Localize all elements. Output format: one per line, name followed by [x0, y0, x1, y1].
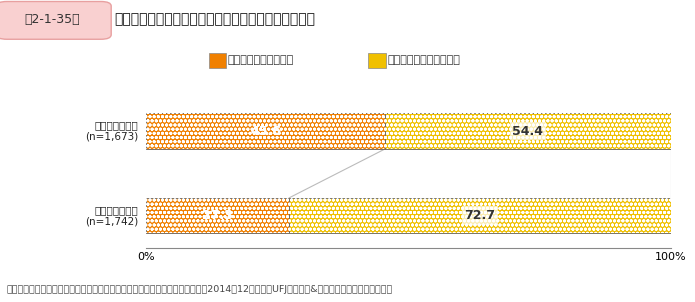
Bar: [289, 198, 671, 233]
Text: 既存の市場開拓
(n=1,673): 既存の市場開拓 (n=1,673): [85, 120, 138, 142]
Bar: [146, 198, 289, 233]
Text: 45.6: 45.6: [250, 125, 281, 138]
Bar: [385, 113, 671, 149]
Text: 45.6: 45.6: [250, 125, 281, 138]
Text: 対応可能な人材がいない: 対応可能な人材がいない: [388, 55, 461, 66]
Bar: [289, 198, 671, 233]
Text: 27.3: 27.3: [202, 209, 233, 222]
Bar: [146, 198, 289, 233]
Bar: [146, 113, 385, 149]
Text: 54.4: 54.4: [512, 125, 543, 138]
Bar: [385, 113, 671, 149]
Text: 開拓する市場別に見た市場調査に対応できる人材状況: 開拓する市場別に見た市場調査に対応できる人材状況: [115, 13, 316, 27]
Text: 対応可能な人材がいる: 対応可能な人材がいる: [228, 55, 294, 66]
Text: 新規の市場開拓
(n=1,742): 新規の市場開拓 (n=1,742): [85, 205, 138, 226]
Text: 27.3: 27.3: [202, 209, 233, 222]
Text: 72.7: 72.7: [464, 209, 496, 222]
Text: 第2-1-35図: 第2-1-35図: [24, 13, 80, 26]
Text: 資料：中小企業庁委託「「市場開拓」と「新たな取り組み」に関する調査」（2014年12月、三菱UFJリサーチ&コンサルティング株式会社）: 資料：中小企業庁委託「「市場開拓」と「新たな取り組み」に関する調査」（2014年…: [7, 285, 393, 294]
Bar: [146, 113, 385, 149]
